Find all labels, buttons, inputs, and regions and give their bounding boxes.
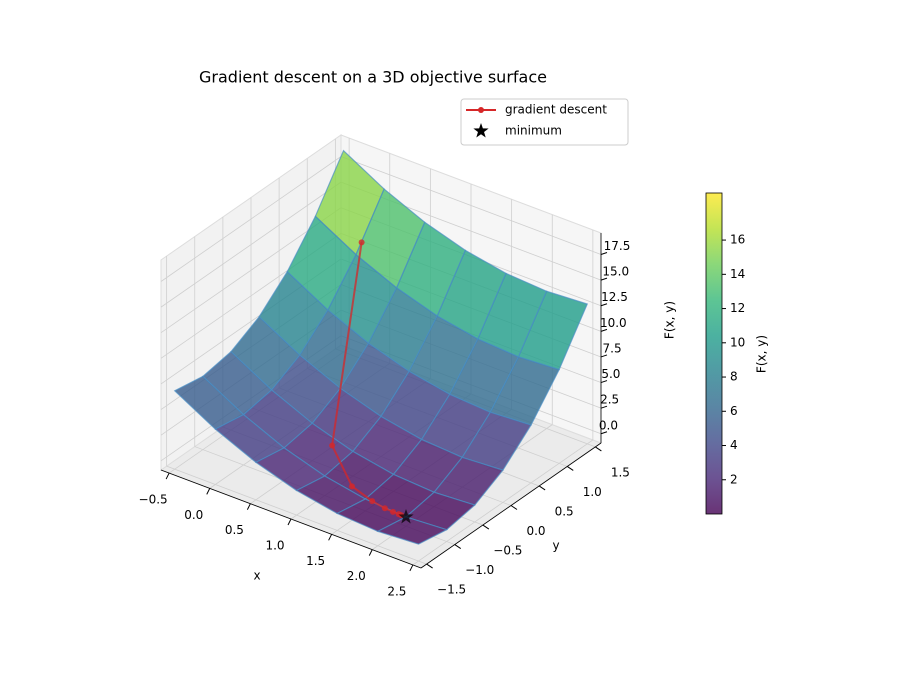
chart-title: Gradient descent on a 3D objective surfa… xyxy=(199,68,547,87)
colorbar-tick-label: 4 xyxy=(730,438,738,452)
y-tick xyxy=(566,466,574,471)
x-tick-label: 2.5 xyxy=(387,584,406,598)
grid-line xyxy=(160,181,342,308)
x-tick xyxy=(206,488,211,495)
y-tick xyxy=(538,485,546,491)
legend-label: minimum xyxy=(505,124,562,138)
legend-label: gradient descent xyxy=(505,103,607,117)
descent-point xyxy=(358,239,365,246)
z-tick-label: 12.5 xyxy=(601,290,628,304)
legend-marker xyxy=(478,107,484,113)
grid-line xyxy=(166,465,427,565)
x-tick-label: 1.0 xyxy=(265,539,284,553)
x-axis-label: x xyxy=(253,569,260,583)
descent-point xyxy=(369,498,376,505)
x-tick xyxy=(165,472,170,480)
legend: gradient descent minimum xyxy=(460,98,629,146)
colorbar xyxy=(705,192,723,515)
colorbar-label: F(x, y) xyxy=(755,335,769,373)
minimum-marker xyxy=(398,508,414,524)
x-tick xyxy=(368,549,373,556)
z-tick-label: 2.5 xyxy=(600,393,619,407)
x-tick-label: −0.5 xyxy=(139,493,168,507)
descent-point xyxy=(329,442,336,449)
z-tick-label: 5.0 xyxy=(601,367,620,381)
grid-line xyxy=(340,156,602,255)
surface xyxy=(173,149,589,545)
y-tick xyxy=(482,524,490,530)
z-tick xyxy=(600,277,608,281)
z-tick xyxy=(600,328,608,332)
colorbar-tick-label: 12 xyxy=(730,301,745,315)
descent-point xyxy=(390,508,396,515)
x-tick-label: 1.5 xyxy=(306,554,325,568)
z-tick-label: 0.0 xyxy=(599,418,618,432)
y-tick xyxy=(510,505,518,510)
y-tick-label: 0.0 xyxy=(526,524,545,538)
y-axis-label: y xyxy=(552,539,559,553)
x-tick xyxy=(287,518,292,526)
colorbar-tick-label: 10 xyxy=(730,335,745,349)
y-tick xyxy=(426,563,433,569)
x-tick-label: 0.0 xyxy=(184,508,203,522)
y-tick xyxy=(595,446,602,452)
z-tick-label: 7.5 xyxy=(603,341,622,355)
z-tick xyxy=(600,380,608,384)
z-tick xyxy=(600,252,608,255)
y-tick-label: 1.0 xyxy=(583,485,602,499)
descent-point xyxy=(381,505,388,512)
grid-line xyxy=(160,156,342,282)
x-tick xyxy=(328,534,333,541)
y-tick-label: −0.5 xyxy=(493,544,522,558)
x-tick-label: 0.5 xyxy=(225,523,244,537)
z-tick xyxy=(600,303,608,307)
z-tick xyxy=(600,405,608,409)
z-tick-label: 15.0 xyxy=(602,265,629,279)
y-tick xyxy=(454,544,462,549)
x-tick-label: 2.0 xyxy=(347,569,366,583)
axis-line xyxy=(160,469,422,569)
colorbar-tick-label: 2 xyxy=(730,472,738,486)
y-tick-label: 1.5 xyxy=(611,465,630,479)
colorbar-tick-label: 8 xyxy=(730,370,738,384)
y-tick-label: 0.5 xyxy=(555,504,574,518)
y-tick-label: −1.0 xyxy=(465,563,494,577)
legend-marker xyxy=(473,123,489,138)
colorbar-tick-label: 14 xyxy=(730,267,745,281)
overlay xyxy=(329,239,414,524)
axis-line xyxy=(420,442,602,569)
z-tick-label: 17.5 xyxy=(604,239,631,253)
z-tick-label: 10.0 xyxy=(600,316,627,330)
z-axis-label: F(x, y) xyxy=(663,301,677,339)
z-tick xyxy=(600,354,608,358)
x-tick xyxy=(409,564,414,572)
z-tick xyxy=(600,431,608,435)
colorbar-tick-label: 16 xyxy=(730,233,745,247)
y-tick-label: −1.5 xyxy=(437,583,466,597)
legend-box xyxy=(460,98,629,146)
colorbar-tick-label: 6 xyxy=(730,404,738,418)
x-tick xyxy=(246,503,251,510)
surface-facet xyxy=(376,516,449,545)
descent-point xyxy=(349,483,355,490)
